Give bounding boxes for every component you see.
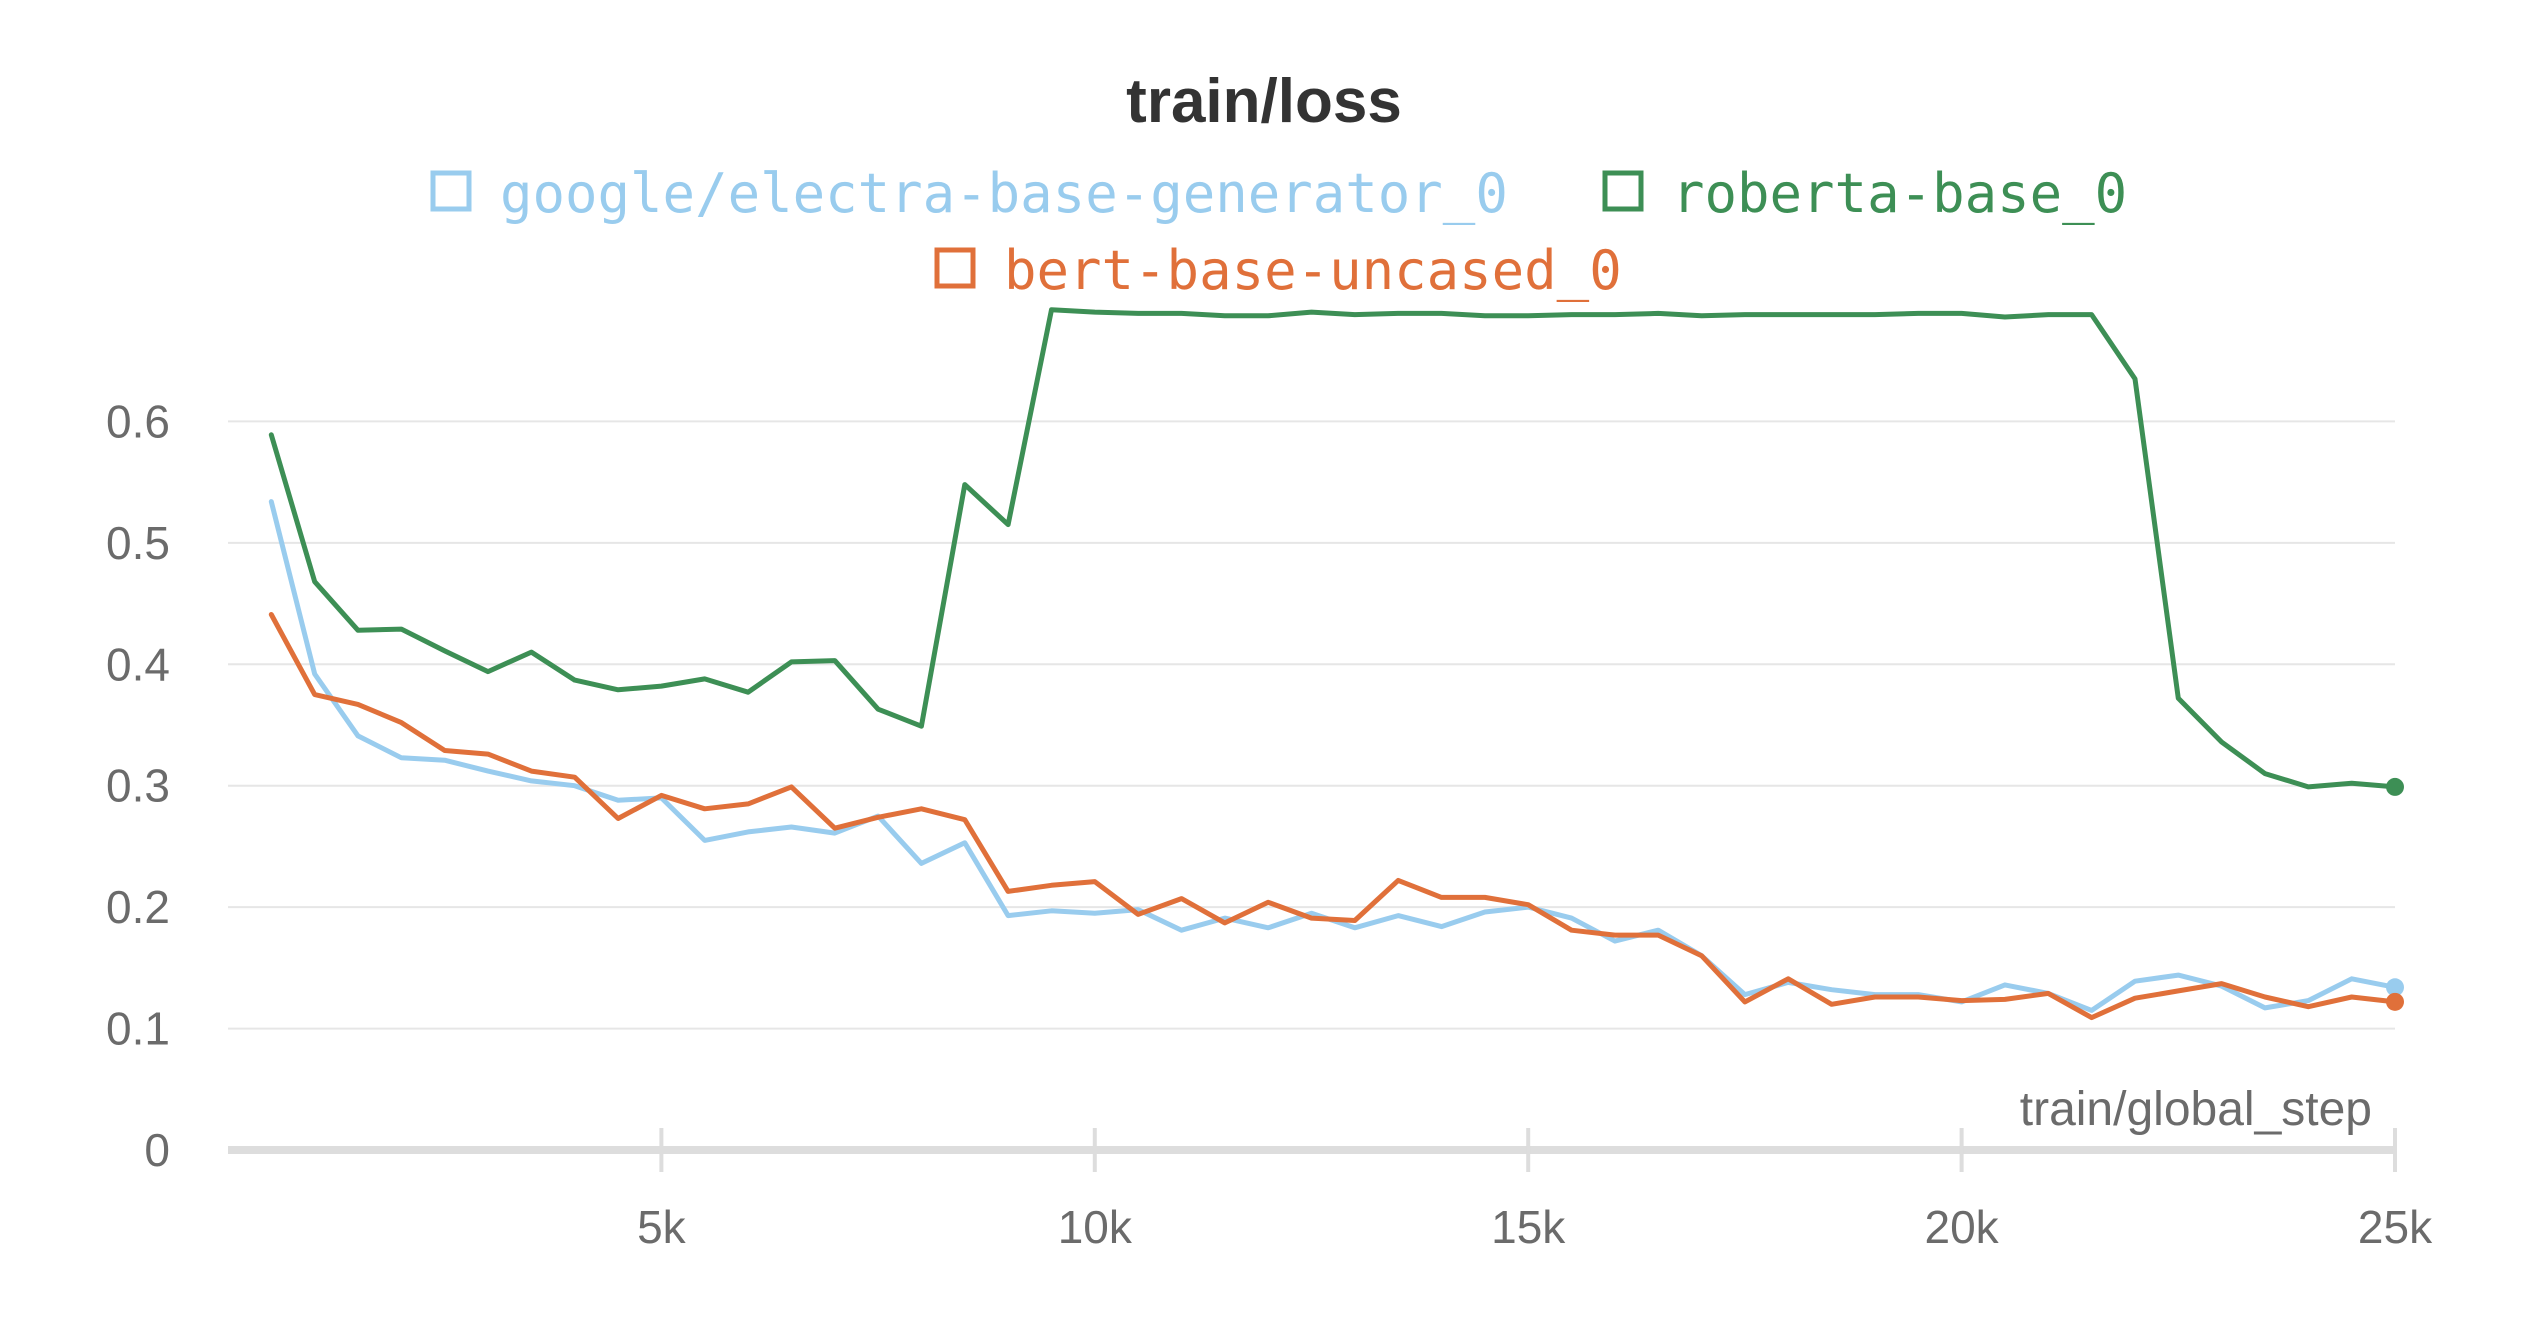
y-tick-label: 0.6	[106, 395, 170, 447]
x-tick-label: 10k	[1058, 1201, 1133, 1253]
series-line	[268, 307, 2398, 790]
axes: 0 0.1 0.2 0.3 0.4 0.5 0.6 5k 10k 15k 20k 25k	[106, 395, 2433, 1253]
legend-item-electra[interactable]: google/electra-base-generator_0	[430, 162, 1508, 225]
series-endpoint	[2386, 777, 2404, 796]
grid	[228, 420, 2395, 1030]
legend-label-roberta: roberta-base_0	[1672, 162, 2127, 225]
legend-label-electra: google/electra-base-generator_0	[500, 162, 1508, 225]
y-tick-label: 0.5	[106, 517, 170, 569]
legend-swatch-electra	[430, 170, 472, 212]
series-endpoint	[2386, 992, 2404, 1011]
legend: google/electra-base-generator_0 roberta-…	[430, 162, 2127, 302]
y-tick-label: 0.4	[106, 638, 170, 690]
y-tick-label: 0	[144, 1124, 170, 1176]
legend-swatch-bert	[934, 247, 976, 289]
plot-area	[268, 307, 2404, 1021]
series-line	[268, 612, 2398, 1021]
series-line	[268, 499, 2398, 1013]
legend-label-bert: bert-base-uncased_0	[1004, 239, 1622, 302]
y-tick-label: 0.3	[106, 760, 170, 812]
x-tick-label: 20k	[1925, 1201, 2000, 1253]
x-axis-label: train/global_step	[2020, 1083, 2372, 1136]
x-tick-label: 5k	[637, 1201, 687, 1253]
legend-item-roberta[interactable]: roberta-base_0	[1602, 162, 2127, 225]
y-tick-label: 0.1	[106, 1003, 170, 1055]
chart-title: train/loss	[1126, 67, 1402, 136]
y-tick-label: 0.2	[106, 881, 170, 933]
legend-item-bert[interactable]: bert-base-uncased_0	[934, 239, 1622, 302]
legend-swatch-roberta	[1602, 170, 1644, 212]
x-tick-label: 15k	[1491, 1201, 1566, 1253]
series-endpoint	[2386, 978, 2404, 997]
x-tick-label: 25k	[2358, 1201, 2433, 1253]
